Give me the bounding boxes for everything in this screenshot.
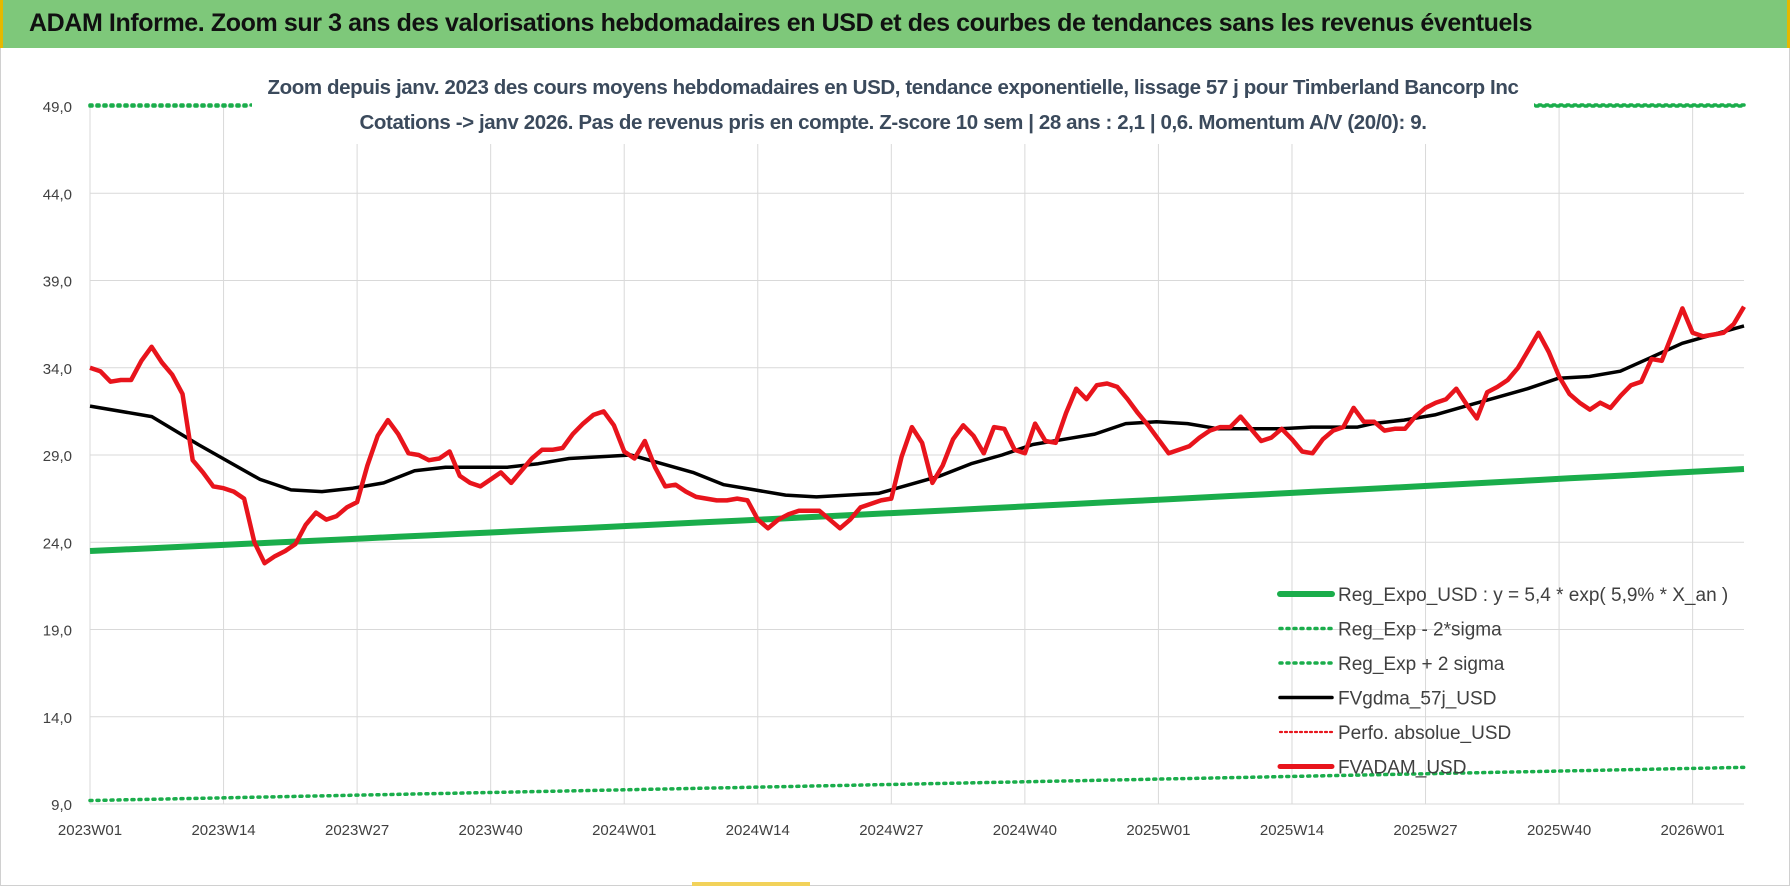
header-bar: ADAM Informe. Zoom sur 3 ans des valoris… [0, 0, 1790, 48]
chart-title-line2: Cotations -> janv 2026. Pas de revenus p… [360, 111, 1427, 134]
reg-expo-usd-line [89, 466, 1745, 554]
y-tick-label: 14,0 [43, 710, 72, 727]
legend-label-plus2s: Reg_Exp + 2 sigma [1338, 654, 1505, 675]
page-title: ADAM Informe. Zoom sur 3 ans des valoris… [29, 9, 1533, 37]
x-tick-label: 2024W01 [592, 822, 656, 839]
y-tick-label: 9,0 [51, 797, 72, 814]
y-tick-label: 24,0 [43, 535, 72, 552]
reg-exp-minus-2sigma-line [88, 765, 1746, 803]
x-tick-label: 2024W14 [726, 822, 790, 839]
legend-label-perfo: Perfo. absolue_USD [1338, 723, 1511, 744]
x-tick-label: 2026W01 [1661, 822, 1725, 839]
legend-label-reg_expo: Reg_Expo_USD : y = 5,4 * exp( 5,9% * X_a… [1338, 585, 1728, 606]
x-tick-label: 2023W27 [325, 822, 389, 839]
y-tick-label: 39,0 [43, 274, 72, 291]
fvadam-usd-line [89, 305, 1746, 566]
fvgdma-57j-usd-line [89, 324, 1745, 499]
y-axis: 49,0 44,0 39,0 34,0 29,0 24,0 19,0 14,0 9,0 [43, 99, 72, 814]
y-tick-label: 49,0 [43, 99, 72, 116]
x-tick-label: 2023W40 [459, 822, 523, 839]
y-tick-label: 19,0 [43, 623, 72, 640]
y-tick-label: 34,0 [43, 361, 72, 378]
x-tick-label: 2023W14 [191, 822, 255, 839]
x-tick-label: 2023W01 [58, 822, 122, 839]
legend-label-fvadam: FVADAM_USD [1338, 758, 1466, 779]
y-tick-label: 44,0 [43, 186, 72, 203]
x-tick-label: 2025W01 [1126, 822, 1190, 839]
chart-title-background [252, 64, 1534, 144]
legend-label-fvgdma: FVgdma_57j_USD [1338, 689, 1496, 710]
legend-label-minus2s: Reg_Exp - 2*sigma [1338, 620, 1502, 641]
scroll-accent [692, 882, 810, 886]
legend: Reg_Expo_USD : y = 5,4 * exp( 5,9% * X_a… [1277, 585, 1728, 779]
y-tick-label: 29,0 [43, 448, 72, 465]
x-tick-label: 2025W40 [1527, 822, 1591, 839]
x-tick-label: 2024W27 [859, 822, 923, 839]
chart-title-line1: Zoom depuis janv. 2023 des cours moyens … [268, 76, 1519, 99]
x-tick-label: 2024W40 [993, 822, 1057, 839]
x-tick-label: 2025W14 [1260, 822, 1324, 839]
x-axis: 2023W01 2023W14 2023W27 2023W40 2024W01 2024W… [58, 822, 1725, 839]
x-tick-label: 2025W27 [1393, 822, 1457, 839]
chart-title-box: Zoom depuis janv. 2023 des cours moyens … [252, 64, 1534, 144]
